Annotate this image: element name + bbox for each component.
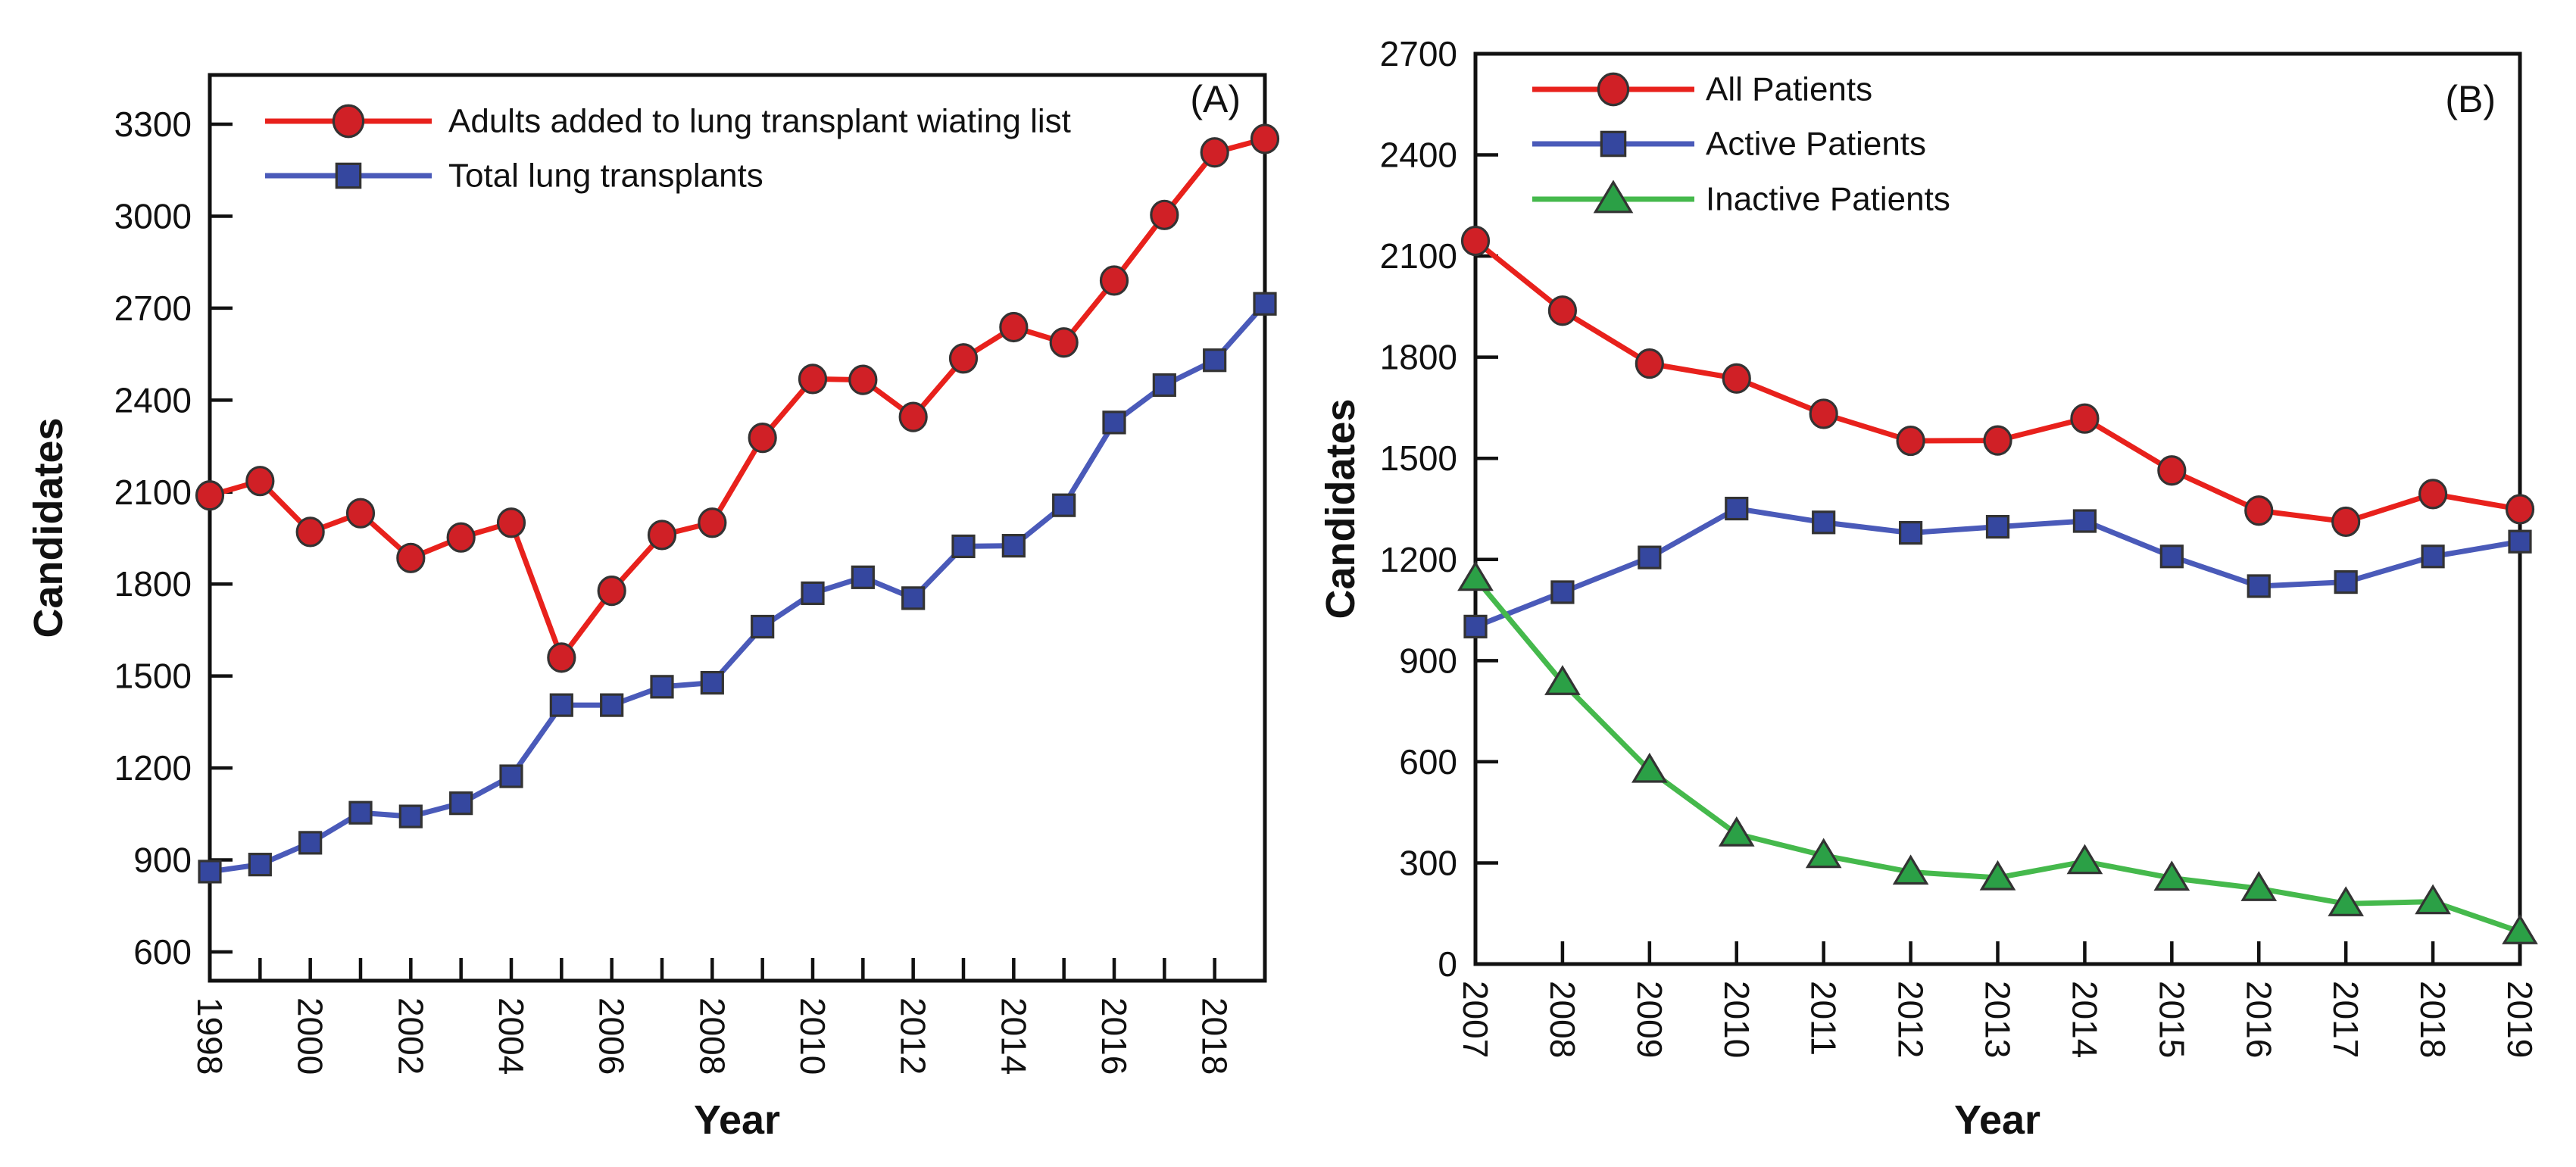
y-tick-label: 2400 bbox=[1380, 136, 1457, 175]
y-tick-label: 1500 bbox=[1380, 438, 1457, 478]
y-tick-label: 600 bbox=[1399, 742, 1457, 782]
series-b-0 bbox=[1460, 225, 2535, 538]
y-tick-label: 2100 bbox=[1380, 236, 1457, 276]
y-tick-label: 2100 bbox=[114, 473, 192, 512]
x-tick-label: 2002 bbox=[391, 997, 430, 1075]
legend-label: Total lung transplants bbox=[448, 158, 763, 195]
y-tick-label: 2700 bbox=[114, 289, 192, 328]
y-tick-label: 1800 bbox=[1380, 338, 1457, 377]
x-tick-label: 2011 bbox=[1804, 981, 1844, 1056]
x-axis: 1998 2000 2002 2004 2006 2008 2010 2012 2014 2016… bbox=[190, 958, 1267, 1075]
x-tick-label: 2018 bbox=[2413, 981, 2453, 1058]
x-tick-label: 2018 bbox=[1195, 997, 1235, 1075]
x-tick-label: 2019 bbox=[2500, 981, 2540, 1058]
series-a-0 bbox=[195, 123, 1280, 673]
x-tick-label: 2008 bbox=[692, 997, 732, 1075]
y-axis: 0 300 600 900 1200 1500 1800 2100 2400 2700 bbox=[1380, 34, 1498, 984]
x-axis-title: Year bbox=[1954, 1097, 2041, 1143]
x-tick-label: 2017 bbox=[2326, 981, 2365, 1058]
y-axis: 600 900 1200 1500 1800 2100 2400 2700 3000 3300 bbox=[114, 105, 233, 972]
y-tick-label: 900 bbox=[1399, 641, 1457, 680]
y-axis-title: Candidates bbox=[1318, 398, 1363, 619]
x-tick-label: 2016 bbox=[1094, 997, 1134, 1075]
y-axis-title: Candidates bbox=[26, 417, 71, 638]
legend-label: Adults added to lung transplant wiating … bbox=[448, 103, 1071, 140]
x-tick-label: 2014 bbox=[2065, 981, 2104, 1058]
series-b-2 bbox=[1457, 560, 2538, 944]
y-tick-label: 1500 bbox=[114, 657, 192, 696]
y-tick-label: 600 bbox=[133, 932, 192, 972]
y-tick-label: 0 bbox=[1438, 944, 1457, 984]
x-axis-title: Year bbox=[694, 1097, 780, 1143]
plot-frame bbox=[1473, 51, 2522, 966]
y-tick-label: 3300 bbox=[114, 105, 192, 144]
x-tick-label: 2007 bbox=[1456, 981, 1495, 1058]
x-tick-label: 1998 bbox=[190, 997, 229, 1075]
x-tick-label: 2008 bbox=[1543, 981, 1582, 1058]
x-tick-label: 2000 bbox=[291, 997, 330, 1075]
x-tick-label: 2012 bbox=[1891, 981, 1931, 1058]
x-tick-label: 2016 bbox=[2239, 981, 2278, 1058]
y-tick-label: 300 bbox=[1399, 843, 1457, 882]
legend-label: Inactive Patients bbox=[1706, 181, 1950, 218]
x-tick-label: 2014 bbox=[994, 997, 1033, 1075]
x-tick-label: 2015 bbox=[2152, 981, 2191, 1058]
panel-corner-label: (B) bbox=[2445, 78, 2496, 120]
legend-label: Active Patients bbox=[1706, 126, 1926, 163]
y-tick-label: 900 bbox=[133, 841, 192, 880]
y-tick-label: 2400 bbox=[114, 380, 192, 420]
x-tick-label: 2004 bbox=[492, 997, 531, 1075]
y-tick-label: 1200 bbox=[114, 748, 192, 788]
plot-frame bbox=[208, 73, 1267, 983]
x-tick-label: 2013 bbox=[1978, 981, 2018, 1058]
x-axis: 2007 2008 2009 2010 2011 2012 2013 2014 2015 2016… bbox=[1456, 941, 2540, 1058]
x-tick-label: 2012 bbox=[894, 997, 933, 1075]
series-b-1 bbox=[1463, 496, 2532, 638]
x-tick-label: 2010 bbox=[793, 997, 832, 1075]
x-tick-label: 2009 bbox=[1630, 981, 1669, 1058]
y-tick-label: 1800 bbox=[114, 564, 192, 604]
legend-b: All Patients Active Patients Inactive Pati… bbox=[1532, 71, 1950, 218]
chart-panel-a: 600 900 1200 1500 1800 2100 2400 2700 3000 3300 19… bbox=[26, 73, 1280, 1143]
x-tick-label: 2010 bbox=[1717, 981, 1756, 1058]
y-tick-label: 1200 bbox=[1380, 540, 1457, 579]
y-tick-label: 2700 bbox=[1380, 34, 1457, 73]
series-a-1 bbox=[198, 292, 1277, 884]
y-tick-label: 3000 bbox=[114, 196, 192, 236]
legend-a: Adults added to lung transplant wiating … bbox=[265, 103, 1071, 195]
legend-label: All Patients bbox=[1706, 71, 1872, 108]
x-tick-label: 2006 bbox=[592, 997, 632, 1075]
panel-corner-label: (A) bbox=[1190, 78, 1241, 120]
